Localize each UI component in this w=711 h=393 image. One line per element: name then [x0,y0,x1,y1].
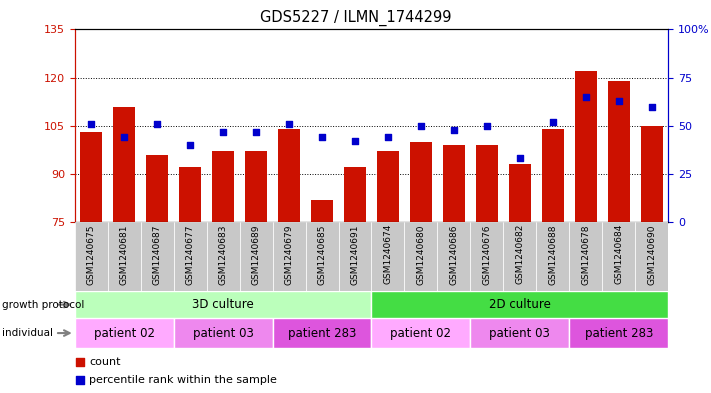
Bar [570,222,602,291]
Bar [509,164,530,222]
Point [547,119,559,125]
Bar [371,222,405,291]
Bar [207,222,240,291]
Bar [272,318,371,348]
Text: percentile rank within the sample: percentile rank within the sample [89,375,277,385]
Bar [575,71,597,222]
Text: 2D culture: 2D culture [489,298,551,311]
Bar [114,107,135,222]
Text: individual: individual [2,328,53,338]
Bar [75,318,173,348]
Bar [476,145,498,222]
Text: GSM1240678: GSM1240678 [582,224,590,285]
Text: GSM1240679: GSM1240679 [284,224,294,285]
Text: GSM1240686: GSM1240686 [449,224,459,285]
Text: 3D culture: 3D culture [192,298,254,311]
Point [218,129,229,135]
Point [613,97,624,104]
Text: GSM1240674: GSM1240674 [383,224,392,285]
Text: GSM1240687: GSM1240687 [153,224,161,285]
Text: GSM1240689: GSM1240689 [252,224,260,285]
Bar [636,222,668,291]
Bar [405,222,437,291]
Text: GSM1240690: GSM1240690 [647,224,656,285]
Text: GSM1240682: GSM1240682 [515,224,525,285]
Point [250,129,262,135]
Text: count: count [89,357,120,367]
Bar [410,142,432,222]
Text: GSM1240685: GSM1240685 [318,224,326,285]
Point [415,123,427,129]
Bar [471,318,570,348]
Text: patient 283: patient 283 [288,327,356,340]
Bar [75,291,371,318]
Point [514,155,525,162]
Point [646,103,658,110]
Bar [213,151,234,222]
Point [284,121,295,127]
Bar [378,151,399,222]
Text: GSM1240675: GSM1240675 [87,224,96,285]
Bar [443,145,465,222]
Text: GSM1240688: GSM1240688 [548,224,557,285]
Bar [173,318,272,348]
Text: patient 02: patient 02 [94,327,154,340]
Bar [608,81,629,222]
Bar [245,151,267,222]
Point [295,302,306,308]
Bar [542,129,564,222]
Bar [371,318,471,348]
Bar [80,132,102,222]
Text: GSM1240684: GSM1240684 [614,224,624,285]
Point [85,121,97,127]
Text: GSM1240683: GSM1240683 [218,224,228,285]
Point [580,94,592,100]
Point [349,138,360,144]
Text: patient 03: patient 03 [193,327,254,340]
Bar [311,200,333,222]
Text: GSM1240676: GSM1240676 [483,224,491,285]
Bar [107,222,141,291]
Bar [437,222,471,291]
Bar [306,222,338,291]
Bar [272,222,306,291]
Text: GSM1240680: GSM1240680 [417,224,425,285]
Bar [503,222,536,291]
Text: patient 03: patient 03 [489,327,550,340]
Bar [146,155,168,222]
Point [448,127,459,133]
Bar [240,222,272,291]
Point [184,142,196,148]
Point [119,134,130,140]
Bar [75,222,107,291]
Text: patient 02: patient 02 [390,327,451,340]
Point [295,141,306,147]
Bar [471,222,503,291]
Point [481,123,493,129]
Bar [641,126,663,222]
Bar [278,129,300,222]
Text: patient 283: patient 283 [584,327,653,340]
Text: GSM1240681: GSM1240681 [119,224,129,285]
Point [316,134,328,140]
Text: GSM1240691: GSM1240691 [351,224,360,285]
Bar [570,318,668,348]
Bar [173,222,207,291]
Text: GSM1240677: GSM1240677 [186,224,195,285]
Bar [344,167,365,222]
Bar [179,167,201,222]
Bar [602,222,636,291]
Point [383,134,394,140]
Text: GDS5227 / ILMN_1744299: GDS5227 / ILMN_1744299 [260,10,451,26]
Bar [338,222,371,291]
Bar [371,291,668,318]
Point [151,121,163,127]
Bar [536,222,570,291]
Bar [141,222,173,291]
Text: growth protocol: growth protocol [2,299,85,310]
